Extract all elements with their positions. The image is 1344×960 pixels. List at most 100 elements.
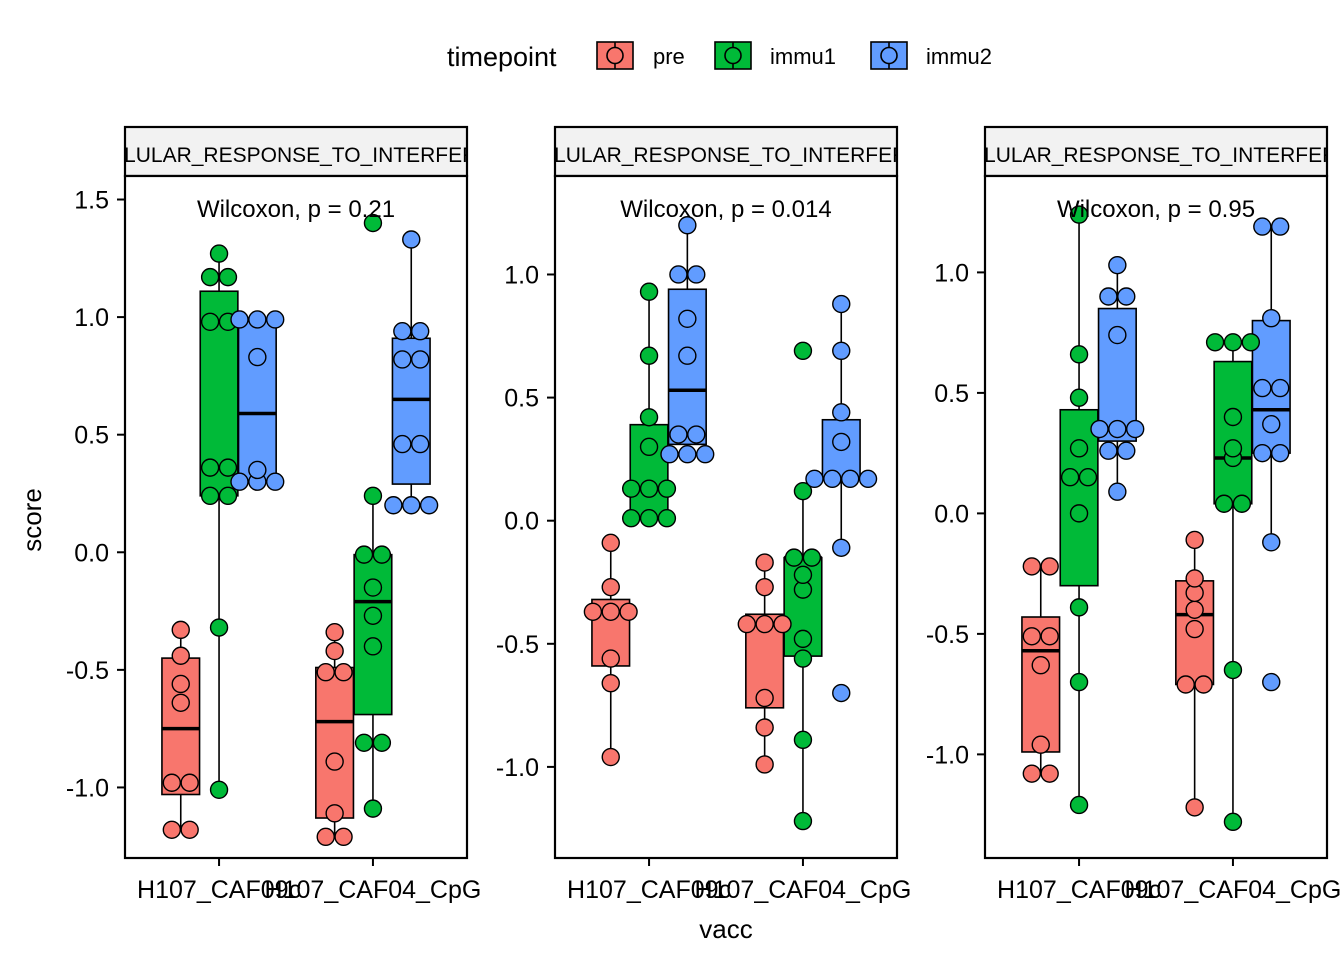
- data-point-immu1: [622, 509, 641, 528]
- data-point-pre: [755, 614, 774, 634]
- data-point-pre: [180, 820, 199, 839]
- data-point-pre: [755, 577, 774, 597]
- data-point-pre: [601, 673, 620, 693]
- x-tick-label: H107_CAF09c: [567, 876, 731, 904]
- y-tick-label: -1.0: [496, 754, 539, 782]
- data-point-immu1: [1205, 333, 1225, 352]
- data-point-pre: [583, 602, 603, 621]
- boxplot-immu2: [237, 318, 277, 483]
- plot-panel-border: [553, 174, 899, 860]
- legend-key-pre: [596, 41, 634, 70]
- data-point-immu1: [209, 244, 229, 263]
- data-point-immu2: [832, 683, 851, 703]
- data-point-pre: [601, 602, 620, 621]
- data-point-pre: [755, 688, 774, 708]
- y-tick-label: 0.0: [74, 539, 109, 567]
- data-point-immu2: [384, 496, 403, 515]
- y-axis-title: score: [17, 488, 47, 552]
- data-point-immu2: [393, 434, 412, 454]
- data-point-pre: [1185, 798, 1204, 817]
- y-tick-label: 1.0: [934, 259, 969, 287]
- data-point-pre: [334, 663, 353, 682]
- data-point-immu1: [1069, 672, 1089, 692]
- data-point-immu1: [784, 548, 804, 567]
- data-point-immu1: [639, 479, 659, 498]
- wilcoxon-annotation: Wilcoxon, p = 0.014: [620, 196, 831, 223]
- data-point-immu2: [248, 460, 267, 480]
- data-point-immu1: [363, 637, 383, 656]
- data-point-immu2: [1270, 443, 1290, 463]
- data-point-immu1: [622, 479, 641, 498]
- legend-key-immu2: [870, 41, 908, 70]
- data-point-pre: [162, 820, 182, 839]
- facet-strip: CELLULAR_RESPONSE_TO_INTERFERON: [983, 125, 1329, 178]
- data-point-immu1: [639, 509, 659, 528]
- data-point-immu1: [793, 565, 813, 585]
- wilcoxon-annotation: Wilcoxon, p = 0.21: [197, 196, 395, 223]
- data-point-immu2: [678, 216, 697, 235]
- data-point-pre: [162, 773, 182, 792]
- data-point-immu1: [354, 545, 374, 564]
- data-point-immu2: [1099, 287, 1118, 306]
- data-point-pre: [1185, 569, 1204, 588]
- data-point-pre: [171, 620, 190, 640]
- data-point-immu1: [1223, 812, 1243, 832]
- plot-panel-border: [983, 174, 1329, 860]
- data-point-pre: [1040, 764, 1059, 783]
- y-tick-label: 0.5: [74, 422, 109, 450]
- data-point-immu2: [832, 341, 851, 361]
- x-tick-label: H107_CAF09c: [137, 876, 301, 904]
- data-point-immu2: [1262, 672, 1281, 692]
- data-point-immu2: [266, 472, 285, 491]
- boxplot-pre: [315, 632, 355, 837]
- data-point-immu1: [1069, 388, 1089, 407]
- data-point-immu1: [657, 509, 677, 528]
- data-point-immu1: [1069, 598, 1089, 617]
- data-point-immu1: [1069, 205, 1089, 224]
- boxplot-immu1: [1059, 214, 1099, 805]
- data-point-immu2: [1270, 217, 1290, 236]
- legend-title: timepoint: [447, 42, 557, 72]
- box-body: [315, 666, 355, 819]
- x-tick-label: H107_CAF04_CpG: [265, 876, 482, 904]
- data-point-pre: [1031, 735, 1050, 754]
- data-point-immu1: [1223, 407, 1243, 427]
- data-point-immu1: [1060, 468, 1080, 487]
- y-tick-label: 0.5: [504, 385, 539, 413]
- data-point-immu2: [419, 496, 439, 515]
- legend-label-immu1: immu1: [770, 44, 836, 69]
- data-point-pre: [755, 553, 774, 572]
- data-point-immu2: [1108, 419, 1127, 439]
- data-point-immu1: [793, 649, 813, 668]
- data-point-immu2: [1253, 378, 1272, 398]
- data-point-immu1: [793, 730, 813, 750]
- data-point-immu2: [1099, 441, 1118, 460]
- data-point-pre: [1194, 675, 1213, 694]
- data-point-immu1: [1069, 504, 1089, 523]
- data-point-immu2: [840, 469, 860, 489]
- y-tick-label: 1.0: [504, 261, 539, 289]
- data-point-pre: [171, 693, 190, 712]
- data-point-immu1: [363, 213, 383, 233]
- data-point-immu1: [200, 267, 220, 287]
- y-tick-label: -0.5: [926, 621, 969, 649]
- boxplot-immu1: [1213, 342, 1253, 822]
- data-point-immu1: [639, 282, 659, 301]
- data-point-immu2: [678, 445, 697, 464]
- data-point-immu2: [248, 310, 267, 329]
- data-point-immu1: [1214, 494, 1234, 513]
- y-tick-label: 0.0: [504, 508, 539, 536]
- data-point-immu1: [639, 346, 659, 365]
- data-point-pre: [601, 649, 620, 668]
- data-point-immu1: [1069, 795, 1089, 815]
- data-point-pre: [325, 804, 344, 823]
- data-point-pre: [755, 755, 774, 774]
- data-point-immu2: [1253, 443, 1272, 463]
- data-point-immu1: [793, 629, 813, 649]
- data-point-immu2: [1262, 533, 1281, 552]
- data-point-immu1: [1069, 439, 1089, 458]
- data-point-immu2: [1108, 325, 1127, 345]
- data-point-immu2: [1090, 419, 1109, 439]
- data-point-immu1: [363, 799, 383, 818]
